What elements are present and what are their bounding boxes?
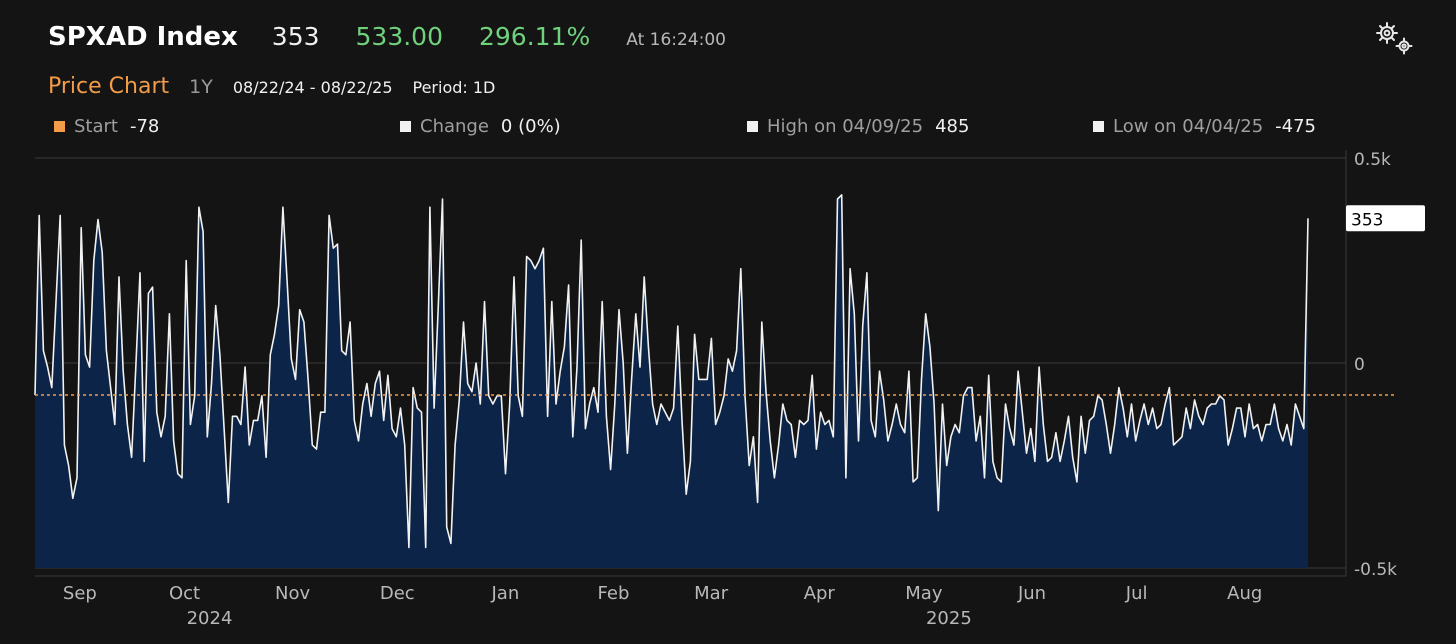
x-tick-label-8: May — [905, 583, 943, 604]
start-swatch — [54, 120, 65, 132]
legend-high-label: High on 04/09/25 — [767, 115, 924, 137]
ticker-symbol[interactable]: SPXAD Index — [48, 22, 238, 52]
last-value-label: 353 — [1351, 210, 1383, 230]
x-tick-label-3: Dec — [380, 583, 415, 604]
gears-icon[interactable] — [1372, 20, 1416, 56]
series-line[interactable] — [34, 194, 1309, 549]
year-label-1: 2025 — [926, 608, 972, 629]
x-tick-label-2: Nov — [275, 583, 310, 604]
period-selector[interactable]: Period: 1D — [412, 78, 496, 97]
legend-low: Low on 04/04/25 -475 — [1093, 114, 1316, 138]
legend-low-label: Low on 04/04/25 — [1113, 115, 1264, 137]
x-tick-label-6: Mar — [694, 583, 729, 604]
x-tick-label-11: Aug — [1227, 583, 1262, 604]
y-tick-label-1: 0 — [1354, 355, 1365, 375]
chart-subheader: Price Chart 1Y 08/22/24 - 08/22/25 Perio… — [48, 74, 495, 99]
net-change: 533.00 — [355, 22, 443, 51]
last-value-marker — [1346, 205, 1425, 232]
legend-change: Change 0 (0%) — [400, 114, 561, 138]
quote-time: At 16:24:00 — [626, 30, 726, 50]
date-range[interactable]: 08/22/24 - 08/22/25 — [232, 78, 393, 97]
x-tick-label-7: Apr — [804, 583, 836, 604]
legend-start-label: Start — [74, 115, 118, 137]
legend-change-value: 0 (0%) — [500, 115, 561, 137]
legend-change-label: Change — [420, 115, 489, 137]
y-tick-label-0: 0.5k — [1354, 150, 1391, 170]
last-value: 353 — [271, 22, 320, 51]
high-swatch — [747, 120, 758, 132]
change-swatch — [400, 120, 411, 132]
x-tick-label-9: Jun — [1017, 583, 1046, 604]
quote-header: SPXAD Index 353 533.00 296.11% At 16:24:… — [48, 22, 726, 56]
year-label-0: 2024 — [187, 608, 233, 629]
chart-title[interactable]: Price Chart — [48, 74, 170, 99]
series-area — [35, 194, 1308, 568]
x-tick-label-0: Sep — [63, 583, 97, 604]
legend-low-value: -475 — [1275, 115, 1317, 137]
x-tick-label-4: Jan — [490, 583, 519, 604]
y-tick-label-2: -0.5k — [1354, 560, 1397, 580]
legend-start-value: -78 — [129, 115, 160, 137]
low-swatch — [1093, 120, 1104, 132]
legend-start: Start -78 — [54, 114, 159, 138]
range-1y-button[interactable]: 1Y — [189, 76, 213, 98]
percent-change: 296.11% — [479, 22, 591, 51]
x-tick-label-1: Oct — [169, 583, 200, 604]
x-tick-label-5: Feb — [598, 583, 630, 604]
legend-high-value: 485 — [935, 115, 970, 137]
x-tick-label-10: Jul — [1125, 583, 1148, 604]
legend-high: High on 04/09/25 485 — [747, 114, 969, 138]
